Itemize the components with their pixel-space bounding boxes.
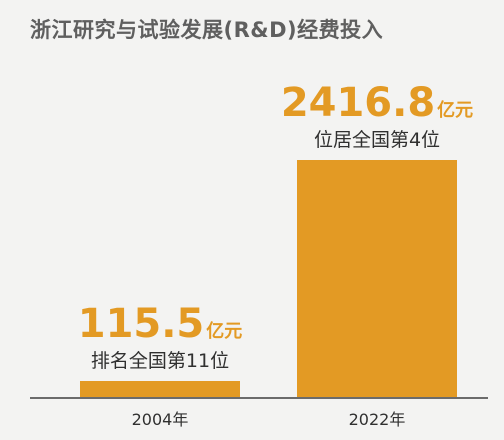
chart-title: 浙江研究与试验发展(R&D)经费投入 <box>30 18 384 42</box>
x-tick-label-1: 2022年 <box>349 410 406 429</box>
bar-0 <box>80 381 240 397</box>
bar-annotation-1: 位居全国第4位 <box>314 129 440 151</box>
bar-value-label-0: 115.5 亿元 <box>78 301 243 347</box>
bar-1 <box>297 160 457 397</box>
bar-annotation-0: 排名全国第11位 <box>91 350 229 372</box>
x-tick-label-0: 2004年 <box>132 410 189 429</box>
bar-value-label-1: 2416.8 亿元 <box>281 80 473 126</box>
